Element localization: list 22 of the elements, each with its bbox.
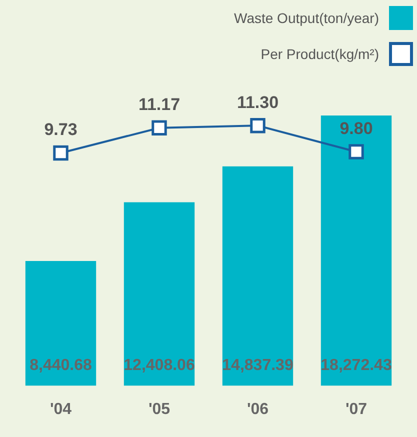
bar — [320, 116, 392, 386]
x-tick-label: '06 — [246, 400, 269, 418]
data-label: 9.73 — [44, 120, 78, 140]
bar — [25, 260, 96, 386]
x-tick-label: '04 — [50, 400, 72, 418]
data-label: 11.17 — [138, 95, 180, 114]
point — [250, 118, 266, 134]
x-tick-label: '05 — [148, 400, 170, 418]
data-label: 14,837.39 — [222, 357, 294, 374]
point — [152, 120, 167, 136]
point — [348, 144, 364, 160]
bar — [222, 166, 294, 386]
bar — [124, 202, 195, 386]
data-label: 8,440.68 — [30, 357, 92, 374]
point — [53, 145, 68, 161]
data-label: 12,408.06 — [124, 357, 195, 374]
data-label: 9.80 — [340, 118, 373, 138]
data-label: 18,272.43 — [320, 357, 392, 374]
legend-label: Waste Output(ton/year) — [234, 10, 379, 26]
data-label: 11.30 — [236, 92, 279, 112]
x-tick-label: '07 — [345, 400, 368, 418]
legend-label: Per Product(kg/m²) — [260, 46, 379, 62]
